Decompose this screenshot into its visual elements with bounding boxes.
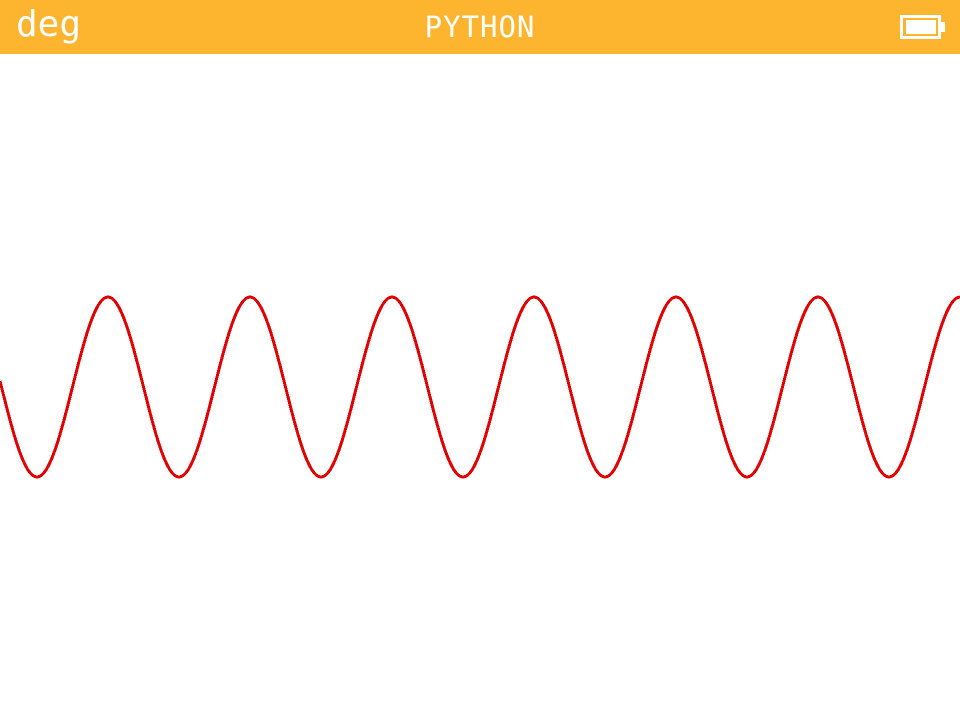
status-bar: deg PYTHON	[0, 0, 960, 54]
plot-canvas	[0, 295, 960, 479]
sine-wave-curve	[0, 295, 960, 479]
angle-mode-indicator: deg	[16, 4, 82, 45]
app-title: PYTHON	[424, 10, 536, 44]
battery-full-icon	[900, 15, 945, 39]
